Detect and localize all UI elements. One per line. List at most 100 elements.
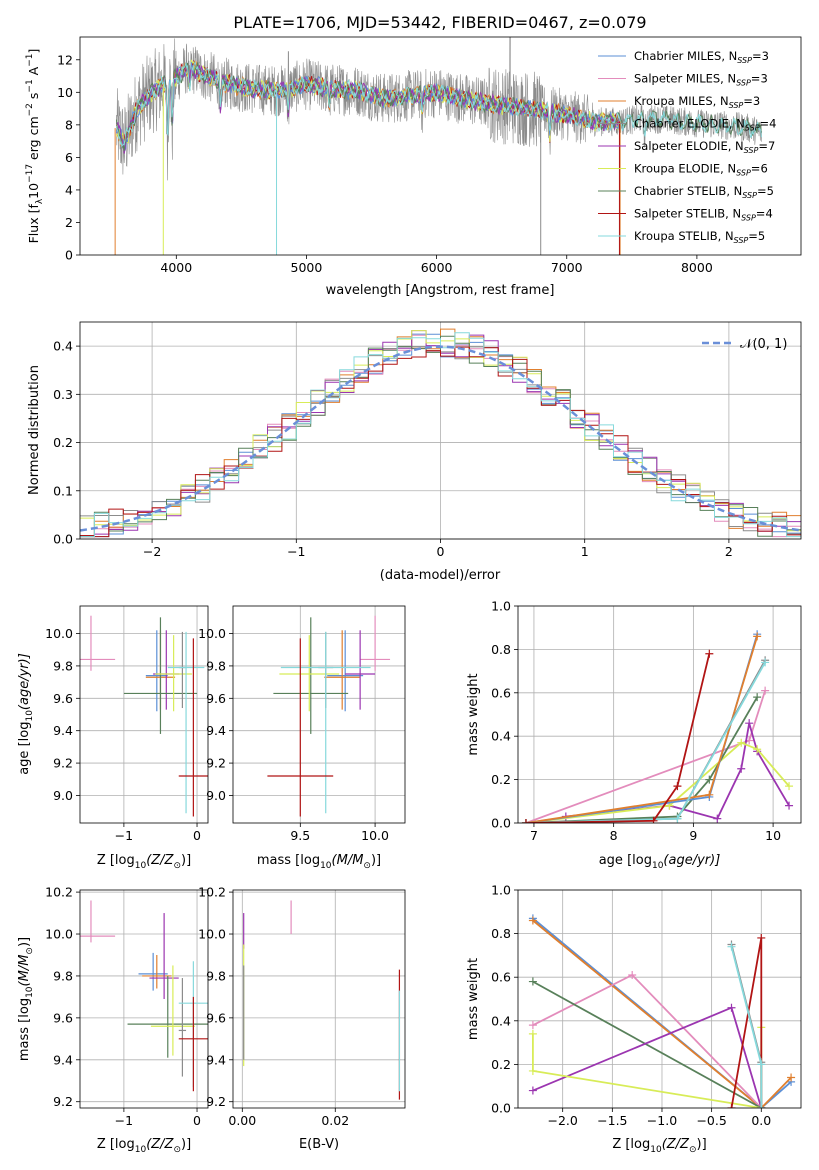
legend-nssp: 3 bbox=[762, 49, 769, 63]
spectrum-x-tick-label: 6000 bbox=[421, 260, 453, 275]
y-label-sub: λ bbox=[35, 198, 45, 204]
x-label-sub: 10 bbox=[650, 1145, 662, 1155]
x-label-sub: 10 bbox=[320, 861, 332, 871]
weight-point-salpeter_miles bbox=[528, 1021, 537, 1030]
weight_vs_age-x-tick-label: 8 bbox=[610, 828, 618, 843]
spectrum-y-tick-label: 4 bbox=[65, 182, 73, 197]
weight_vs_age-plot-area bbox=[518, 606, 801, 823]
y-label-sup: −1 bbox=[25, 54, 35, 67]
y-label-sub: ⊙ bbox=[25, 947, 35, 955]
age_vs_Z-y-tick-label: 9.2 bbox=[53, 756, 73, 771]
ebv-x-label: E(B-V) bbox=[299, 1137, 339, 1152]
age_vs_mass-y-tick-label: 9.0 bbox=[206, 788, 226, 803]
legend-ssp: SSP bbox=[734, 236, 749, 245]
weight-point-salpeter_stelib bbox=[673, 782, 682, 791]
age_vs_Z-x-tick-label: 0 bbox=[193, 828, 201, 843]
legend-eq: = bbox=[752, 49, 762, 63]
legend-ssp: SSP bbox=[742, 191, 757, 200]
legend-nssp: 3 bbox=[753, 94, 760, 108]
mass_vs_Z-x-label: Z [log10(Z/Z⊙)] bbox=[97, 1137, 191, 1155]
legend-name: Chabrier MILES bbox=[634, 49, 721, 63]
weight_vs_age-y-tick-label: 1.0 bbox=[491, 599, 511, 614]
legend-ssp: SSP bbox=[736, 79, 751, 88]
weight-point-kroupa_elodie bbox=[785, 782, 794, 791]
legend-sep: , bbox=[720, 162, 727, 176]
y-label-part: mass [log bbox=[17, 998, 32, 1061]
weight_vs_Z-frame bbox=[517, 889, 802, 1109]
x-label-part: (M/M bbox=[332, 853, 364, 868]
weight-point-salpeter_elodie bbox=[727, 1003, 736, 1012]
weight-point-kroupa_stelib bbox=[727, 942, 736, 951]
weight_vs_age-x-tick-label: 9 bbox=[689, 828, 697, 843]
mass_vs_Z-y-tick-label: 10.0 bbox=[45, 927, 73, 942]
legend-name: Kroupa STELIB bbox=[634, 229, 718, 243]
y-label-sup: −2 bbox=[25, 103, 35, 116]
x-label-sub: 10 bbox=[652, 861, 664, 871]
age_vs_mass-axes: 9.5 10.0 9.0 9.2 9.4 9.6 9.8 10.0 mass [log10(M/… bbox=[198, 605, 406, 871]
legend-n: N bbox=[725, 229, 734, 243]
spectrum-y-label: Flux [fλ10−17 erg cm−2 s−1 A−1] bbox=[25, 49, 45, 244]
residuals-x-tick-label: 0 bbox=[437, 544, 445, 559]
weight-point-salpeter_elodie bbox=[745, 719, 754, 728]
legend-nssp: 7 bbox=[768, 139, 775, 153]
mass_vs_Z-y-tick-label: 9.6 bbox=[53, 1010, 73, 1025]
x-label-part: age [log bbox=[599, 853, 652, 868]
weight-point-salpeter_elodie bbox=[528, 1086, 537, 1095]
plot-layer: 4000 5000 6000 7000 8000024681012wavelength … bbox=[17, 36, 802, 1155]
residuals-y-label: Normed distribution bbox=[27, 365, 42, 495]
legend-sep: , bbox=[725, 207, 732, 221]
y-label-sub: 10 bbox=[25, 986, 35, 998]
model-spectrum-chabrier_stelib bbox=[115, 62, 762, 152]
legend-label: Chabrier STELIB, NSSP=5 bbox=[634, 184, 774, 200]
residuals-frame bbox=[79, 321, 802, 540]
model-spectrum-kroupa_stelib bbox=[115, 61, 762, 148]
age_vs_Z-frame bbox=[79, 605, 209, 824]
weight-point-kroupa_elodie bbox=[528, 1029, 537, 1038]
weight_vs_age-y-label: mass weight bbox=[466, 673, 481, 755]
y-label-part: 10 bbox=[26, 183, 41, 199]
legend-sep: , bbox=[726, 184, 733, 198]
spectrum-x-tick-label: 7000 bbox=[551, 260, 583, 275]
age_vs_Z-marks bbox=[80, 615, 208, 817]
mass_vs_ebv-y-tick-label: 9.2 bbox=[206, 1094, 226, 1109]
spectrum-x-tick-label: 8000 bbox=[681, 260, 713, 275]
x-label-sub: ⊙ bbox=[689, 1145, 697, 1155]
weight-point-kroupa_stelib bbox=[757, 1104, 766, 1108]
legend-name: Salpeter STELIB bbox=[634, 207, 725, 221]
weight-point-chabrier_stelib bbox=[753, 693, 762, 702]
mass_vs_ebv-marks bbox=[243, 900, 401, 1100]
legend-sep: , bbox=[721, 49, 728, 63]
legend-sep: , bbox=[728, 139, 735, 153]
legend-ssp: SSP bbox=[741, 214, 756, 223]
weight-point-salpeter_stelib bbox=[649, 816, 658, 823]
age_vs_mass-y-tick-label: 9.4 bbox=[206, 723, 226, 738]
legend-label: Chabrier MILES, NSSP=3 bbox=[634, 49, 769, 65]
legend-sep: , bbox=[729, 117, 736, 131]
residuals-marks bbox=[80, 328, 801, 538]
legend-label: Chabrier ELODIE, NSSP=4 bbox=[634, 117, 776, 133]
legend-n: N bbox=[729, 49, 738, 63]
legend-eq: = bbox=[748, 229, 758, 243]
legend-name: Salpeter MILES bbox=[634, 72, 720, 86]
legend-eq: = bbox=[756, 207, 766, 221]
weight_vs_age-y-tick-label: 0.4 bbox=[491, 729, 511, 744]
residuals-x-tick-label: −2 bbox=[143, 544, 161, 559]
weight_vs_age-marks bbox=[521, 630, 794, 823]
mass_vs_Z-x-tick-label: 0 bbox=[193, 1113, 201, 1128]
legend-sep: , bbox=[720, 72, 727, 86]
legend-name: Salpeter ELODIE bbox=[634, 139, 728, 153]
mass_vs_Z-y-tick-label: 9.8 bbox=[53, 968, 73, 983]
x-label-part: (Z/Z bbox=[662, 1137, 690, 1152]
age_vs_mass-frame bbox=[232, 605, 406, 824]
spectrum-x-tick-label: 5000 bbox=[291, 260, 323, 275]
spectrum-y-tick-label: 0 bbox=[65, 248, 73, 263]
x-label-part: Z [log bbox=[97, 853, 135, 868]
residuals-y-tick-label: 0.1 bbox=[53, 483, 73, 498]
legend-nssp: 4 bbox=[765, 207, 772, 221]
x-label-part: Z [log bbox=[612, 1137, 650, 1152]
legend-n: N bbox=[727, 72, 736, 86]
x-label-part: (Z/Z bbox=[146, 853, 174, 868]
weight_vs_Z-x-tick-label: −0.5 bbox=[696, 1113, 726, 1128]
mass_vs_ebv-plot-area bbox=[233, 890, 405, 1108]
